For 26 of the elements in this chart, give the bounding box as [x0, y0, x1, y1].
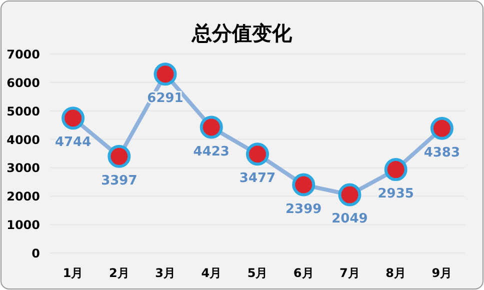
x-tick-label: 2月	[108, 266, 130, 280]
data-label: 4744	[54, 135, 92, 150]
data-label: 2935	[378, 186, 414, 202]
x-tick-label: 6月	[293, 266, 314, 280]
y-tick-label: 2000	[6, 190, 40, 204]
data-label: 4383	[424, 145, 460, 160]
x-tick-label: 4月	[201, 266, 222, 280]
data-label: 2399	[286, 202, 322, 217]
x-tick-label: 1月	[62, 266, 84, 280]
data-label: 2049	[332, 212, 368, 227]
chart-title: 总分值变化	[191, 21, 293, 45]
y-tick-label: 3000	[6, 161, 40, 176]
y-tick-label: 6000	[6, 76, 40, 90]
data-label: 4423	[193, 144, 230, 160]
data-label: 3477	[239, 171, 276, 186]
data-label: 3397	[101, 173, 138, 188]
y-tick-label: 5000	[6, 104, 40, 118]
y-tick-label: 7000	[6, 48, 40, 62]
x-tick-label: 5月	[247, 266, 268, 280]
x-tick-label: 7月	[340, 266, 360, 280]
y-tick-label: 4000	[6, 132, 40, 147]
x-tick-label: 3月	[155, 266, 176, 280]
x-tick-label: 8月	[386, 266, 406, 280]
x-tick-label: 9月	[432, 266, 452, 280]
y-tick-label: 1000	[6, 218, 40, 232]
y-tick-label: 0	[32, 246, 40, 260]
